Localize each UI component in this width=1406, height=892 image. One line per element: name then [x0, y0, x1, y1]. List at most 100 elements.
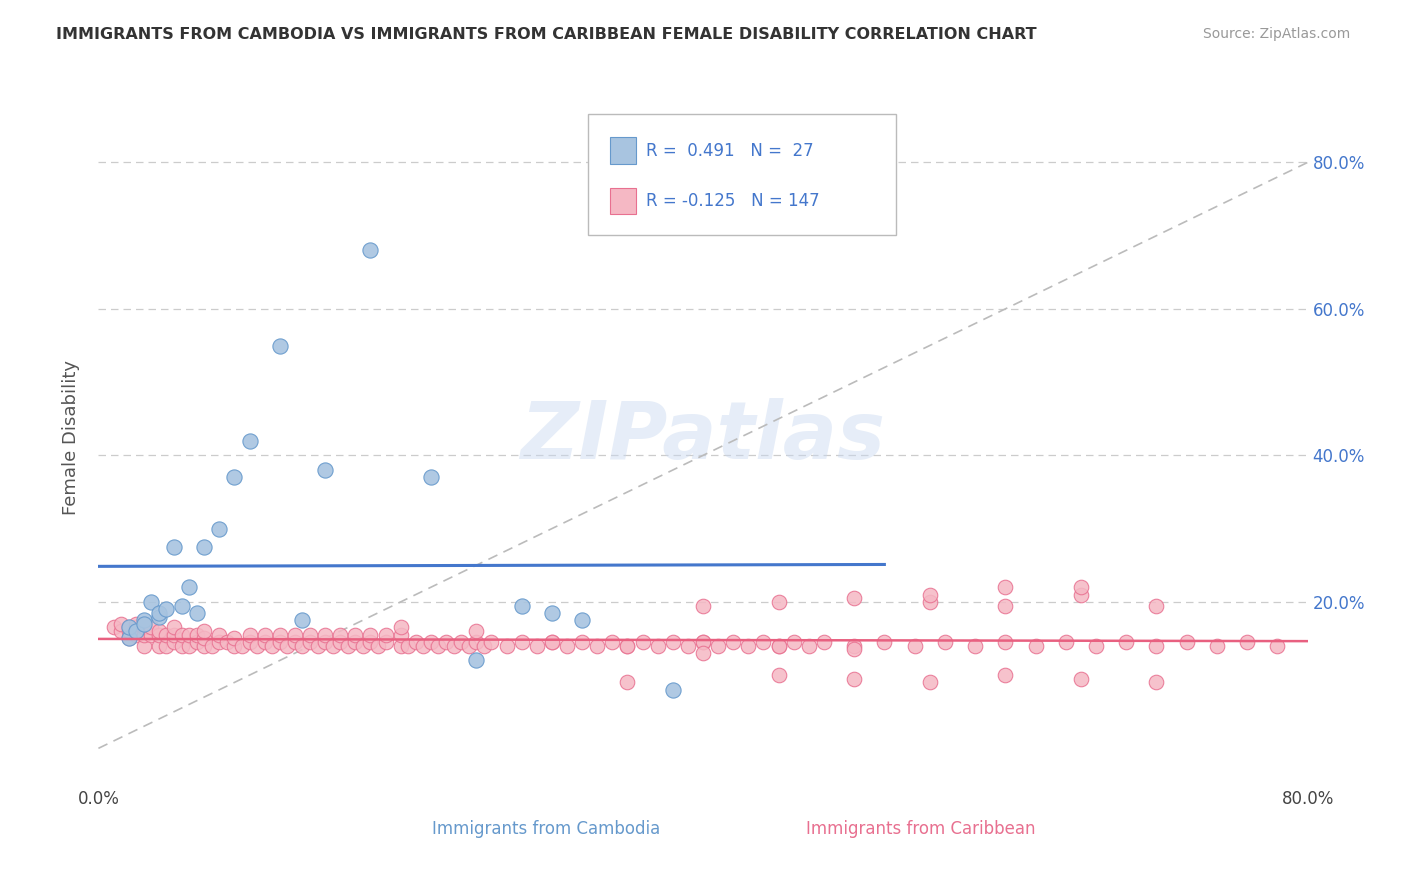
Point — [284, 635, 307, 649]
Point — [307, 639, 329, 653]
Point — [125, 616, 148, 631]
Point — [163, 635, 186, 649]
Point — [186, 606, 208, 620]
Point — [692, 646, 714, 660]
Text: Source: ZipAtlas.com: Source: ZipAtlas.com — [1202, 27, 1350, 41]
Point — [1115, 635, 1137, 649]
Point — [163, 628, 186, 642]
Y-axis label: Female Disability: Female Disability — [62, 359, 80, 515]
Point — [616, 675, 638, 690]
Point — [231, 639, 253, 653]
Point — [873, 635, 896, 649]
Point — [291, 613, 314, 627]
Point — [208, 635, 231, 649]
Point — [110, 616, 132, 631]
Point — [360, 628, 382, 642]
Point — [768, 639, 790, 653]
Point — [472, 639, 495, 653]
Point — [616, 639, 638, 653]
Text: Immigrants from Cambodia: Immigrants from Cambodia — [432, 820, 659, 838]
Point — [1175, 635, 1198, 649]
Point — [179, 580, 201, 594]
Point — [179, 628, 201, 642]
Point — [179, 639, 201, 653]
Point — [148, 606, 170, 620]
Point — [661, 682, 683, 697]
Bar — [610, 137, 637, 163]
Point — [813, 635, 835, 649]
Point — [253, 628, 276, 642]
Point — [934, 635, 956, 649]
Point — [412, 639, 434, 653]
Point — [526, 639, 548, 653]
Point — [768, 668, 790, 682]
Point — [141, 620, 163, 634]
Point — [193, 624, 215, 639]
Point — [374, 628, 396, 642]
Point — [904, 639, 927, 653]
Point — [571, 635, 593, 649]
Point — [148, 609, 170, 624]
Point — [797, 639, 820, 653]
Point — [170, 639, 193, 653]
Point — [193, 639, 215, 653]
Point — [193, 540, 215, 554]
Point — [141, 595, 163, 609]
Bar — [610, 188, 637, 214]
Point — [994, 580, 1017, 594]
Point — [239, 635, 262, 649]
Point — [239, 628, 262, 642]
Point — [141, 628, 163, 642]
Point — [661, 635, 683, 649]
Point — [457, 639, 479, 653]
Point — [434, 635, 457, 649]
Point — [132, 628, 155, 642]
Point — [389, 639, 412, 653]
Point — [253, 635, 276, 649]
Point — [352, 639, 374, 653]
Point — [314, 628, 336, 642]
Point — [125, 624, 148, 639]
Point — [163, 540, 186, 554]
Point — [389, 628, 412, 642]
Text: IMMIGRANTS FROM CAMBODIA VS IMMIGRANTS FROM CARIBBEAN FEMALE DISABILITY CORRELAT: IMMIGRANTS FROM CAMBODIA VS IMMIGRANTS F… — [56, 27, 1036, 42]
Point — [269, 628, 291, 642]
Point — [163, 620, 186, 634]
Point — [1144, 639, 1167, 653]
Point — [1144, 599, 1167, 613]
Point — [918, 595, 941, 609]
Point — [737, 639, 759, 653]
Point — [707, 639, 730, 653]
Point — [329, 635, 352, 649]
Point — [118, 620, 141, 634]
Point — [322, 639, 344, 653]
Point — [118, 620, 141, 634]
Point — [768, 639, 790, 653]
Point — [170, 628, 193, 642]
Point — [692, 635, 714, 649]
Point — [1054, 635, 1077, 649]
Point — [374, 635, 396, 649]
Point — [844, 672, 866, 686]
Point — [132, 616, 155, 631]
Text: ZIPatlas: ZIPatlas — [520, 398, 886, 476]
Point — [208, 628, 231, 642]
Point — [571, 613, 593, 627]
Point — [723, 635, 745, 649]
Point — [616, 639, 638, 653]
Point — [1236, 635, 1258, 649]
Text: R =  0.491   N =  27: R = 0.491 N = 27 — [647, 142, 814, 161]
Text: Immigrants from Caribbean: Immigrants from Caribbean — [806, 820, 1035, 838]
Point — [155, 628, 177, 642]
Point — [465, 653, 488, 667]
Point — [1070, 672, 1092, 686]
Point — [420, 635, 443, 649]
Point — [336, 639, 359, 653]
Point — [647, 639, 669, 653]
Point — [420, 470, 443, 484]
Point — [299, 628, 322, 642]
Point — [1024, 639, 1046, 653]
Point — [540, 606, 562, 620]
Point — [602, 635, 624, 649]
Point — [555, 639, 578, 653]
